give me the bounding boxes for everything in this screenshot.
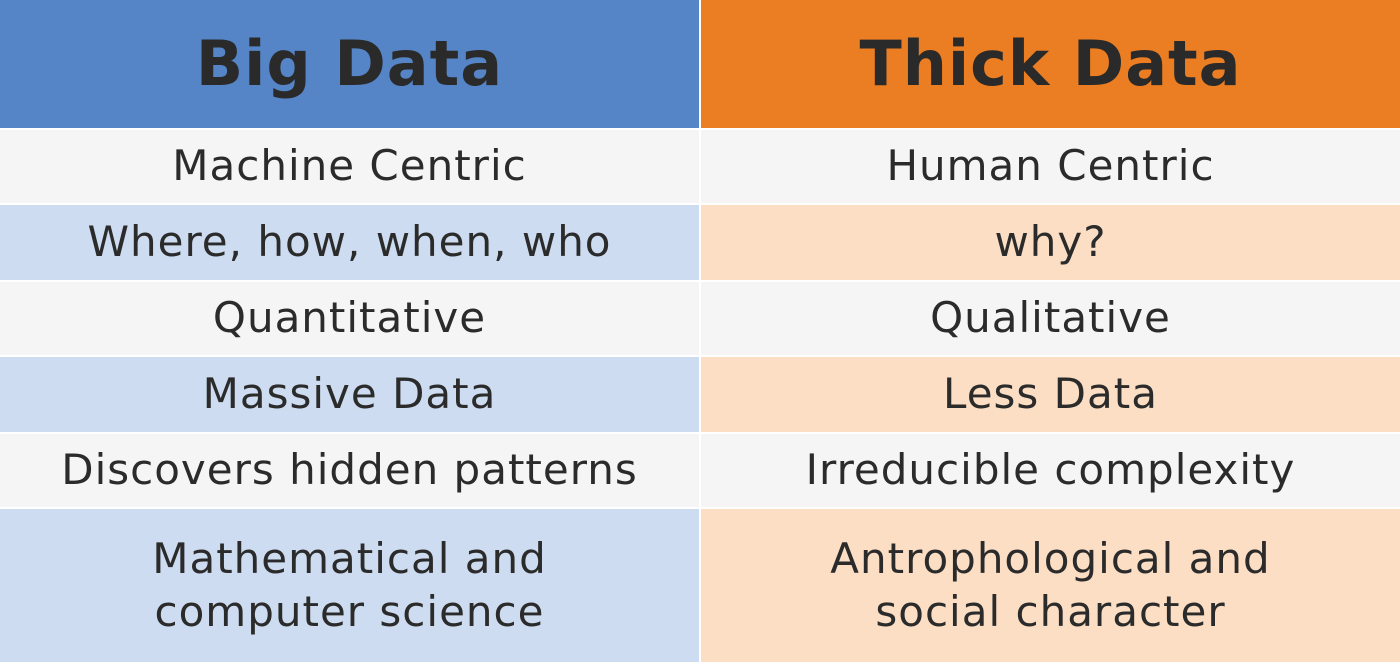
thick-data-cell: why? bbox=[700, 205, 1400, 282]
big-data-cell: Where, how, when, who bbox=[0, 205, 700, 282]
big-data-cell: Discovers hidden patterns bbox=[0, 434, 700, 509]
big-data-header: Big Data bbox=[0, 0, 700, 130]
thick-data-cell: Antrophological and social character bbox=[700, 509, 1400, 664]
thick-data-cell: Less Data bbox=[700, 357, 1400, 434]
big-data-cell: Quantitative bbox=[0, 282, 700, 357]
thick-data-cell: Human Centric bbox=[700, 130, 1400, 205]
big-data-cell: Mathematical and computer science bbox=[0, 509, 700, 664]
big-data-cell: Massive Data bbox=[0, 357, 700, 434]
thick-data-cell: Irreducible complexity bbox=[700, 434, 1400, 509]
thick-data-cell: Qualitative bbox=[700, 282, 1400, 357]
big-data-cell: Machine Centric bbox=[0, 130, 700, 205]
thick-data-header: Thick Data bbox=[700, 0, 1400, 130]
